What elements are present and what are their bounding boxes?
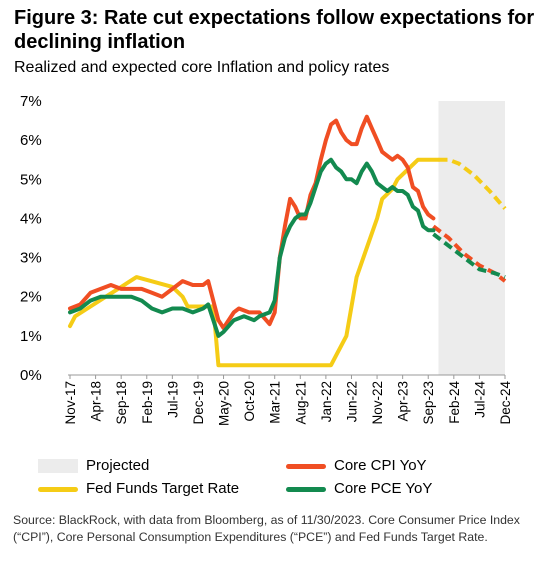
series-line-core-cpi-yoy-projected — [432, 224, 507, 283]
y-tick-label: 6% — [20, 132, 42, 149]
x-tick-label: Apr-23 — [396, 381, 411, 422]
x-tick-label: May-20 — [217, 381, 232, 426]
y-tick-label: 5% — [20, 171, 42, 188]
legend-swatch-core-pce — [286, 486, 326, 492]
x-tick-label: Jul-19 — [165, 381, 180, 418]
legend-label-core-cpi: Core CPI YoY — [334, 457, 427, 474]
legend-label-fed-funds: Fed Funds Target Rate — [86, 480, 240, 497]
legend-item-core-cpi: Core CPI YoY — [286, 457, 427, 475]
x-tick-label: Sep-18 — [114, 381, 129, 425]
series-line-fed-funds-target-rate — [68, 157, 441, 368]
legend-item-projected: Projected — [38, 457, 149, 475]
series-line-fed-funds-target-rate-projected — [438, 157, 507, 210]
legend-swatch-core-cpi — [286, 463, 326, 469]
y-tick-label: 3% — [20, 250, 42, 267]
y-tick-label: 7% — [20, 93, 42, 110]
x-tick-label: Jan-22 — [319, 381, 334, 422]
y-tick-label: 0% — [20, 367, 42, 384]
legend-swatch-fed-funds — [38, 486, 78, 492]
legend-item-fed-funds: Fed Funds Target Rate — [38, 480, 239, 498]
x-tick-label: Jul-24 — [472, 381, 487, 418]
chart-svg: 0% 1% 2% 3% 4% 5% 6% 7% Nov-17 Apr-18 Sep-18 Feb-1… — [20, 93, 513, 426]
x-tick-label: Feb-24 — [447, 381, 462, 424]
y-tick-label: 1% — [20, 328, 42, 345]
series-line-core-pce-yoy — [68, 157, 436, 338]
legend: Projected Fed Funds Target Rate Core CPI… — [0, 454, 545, 504]
legend-label-projected: Projected — [86, 457, 150, 474]
x-tick-label: Mar-21 — [268, 381, 283, 424]
x-tick-label: Feb-19 — [140, 381, 155, 424]
chart-subtitle: Realized and expected core Inflation and… — [14, 59, 390, 76]
series-line-core-cpi-yoy — [68, 114, 436, 330]
x-tick-label: Nov-17 — [63, 381, 78, 425]
legend-swatch-projected — [38, 459, 78, 473]
y-tick-label: 4% — [20, 210, 42, 227]
source-note: Source: BlackRock, with data from Bloomb… — [13, 513, 520, 544]
x-tick-label: Aug-21 — [293, 381, 308, 425]
x-tick-label: Sep-23 — [421, 381, 436, 425]
y-tick-label: 2% — [20, 289, 42, 306]
x-tick-label: Dec-24 — [498, 381, 513, 425]
chart-title: Figure 3: Rate cut expectations follow e… — [14, 7, 535, 53]
x-tick-label: Nov-22 — [370, 381, 385, 425]
series-lines — [68, 114, 507, 368]
x-tick-label: Dec-19 — [191, 381, 206, 425]
legend-item-core-pce: Core PCE YoY — [286, 480, 432, 498]
series-line-core-pce-yoy-projected — [432, 232, 506, 279]
x-axis: Nov-17 Apr-18 Sep-18 Feb-19 Jul-19 Dec-19 May-… — [63, 375, 513, 426]
x-tick-label: Oct-20 — [242, 381, 257, 422]
x-tick-label: Apr-18 — [89, 381, 104, 422]
y-axis: 0% 1% 2% 3% 4% 5% 6% 7% — [20, 93, 42, 384]
legend-label-core-pce: Core PCE YoY — [334, 480, 433, 497]
x-tick-label: Jun-22 — [344, 381, 359, 422]
